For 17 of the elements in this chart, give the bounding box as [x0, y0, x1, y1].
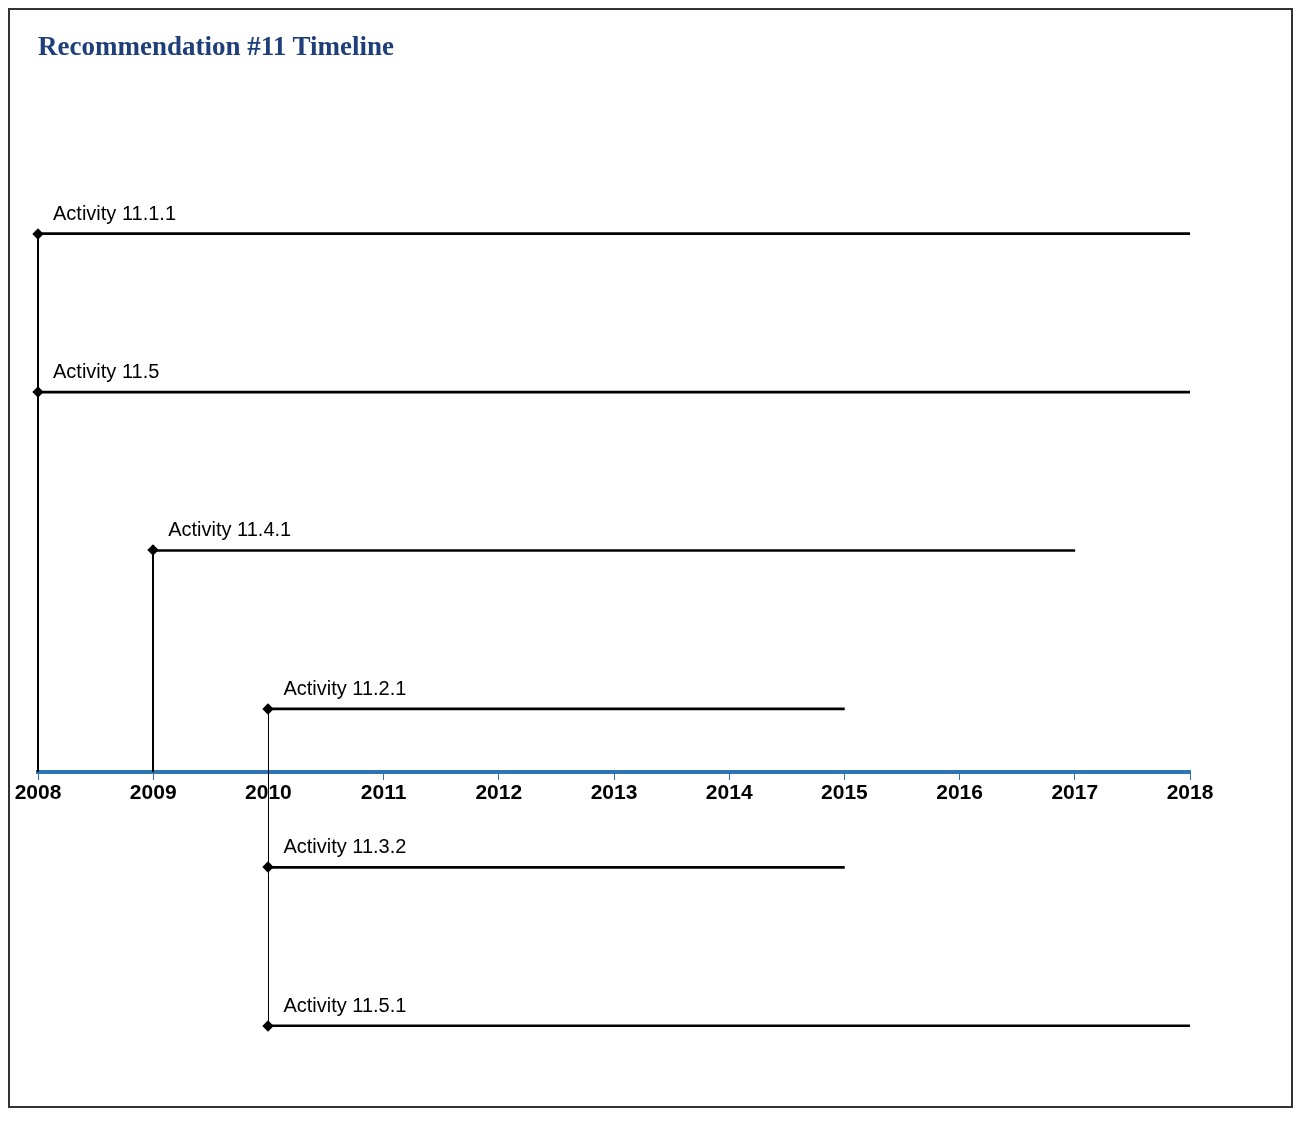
x-tick-label: 2012 — [475, 779, 523, 803]
x-tick-label: 2017 — [1051, 779, 1099, 803]
x-tick-label: 2013 — [590, 779, 638, 803]
y-tick-label: Activity 11.3.2 — [283, 835, 407, 858]
x-tick-label: 2008 — [14, 779, 62, 803]
y-tick-label: Activity 11.5 — [53, 360, 160, 383]
y-tick-label: Activity 11.1.1 — [53, 201, 177, 224]
x-tick-label: 2014 — [705, 779, 753, 803]
x-tick-label: 2011 — [360, 779, 407, 803]
x-tick-label: 2018 — [1166, 779, 1214, 803]
y-tick-label: Activity 11.5.1 — [283, 993, 407, 1016]
x-tick-label: 2015 — [821, 779, 869, 803]
y-tick-label: Activity 11.2.1 — [283, 676, 407, 699]
chart-title: Recommendation #11 Timeline — [38, 31, 395, 62]
y-tick-label: Activity 11.4.1 — [168, 518, 292, 541]
x-tick-label: 2016 — [936, 779, 983, 803]
x-tick-label: 2009 — [129, 779, 177, 803]
